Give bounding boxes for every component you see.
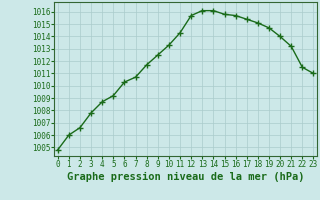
X-axis label: Graphe pression niveau de la mer (hPa): Graphe pression niveau de la mer (hPa) xyxy=(67,172,304,182)
